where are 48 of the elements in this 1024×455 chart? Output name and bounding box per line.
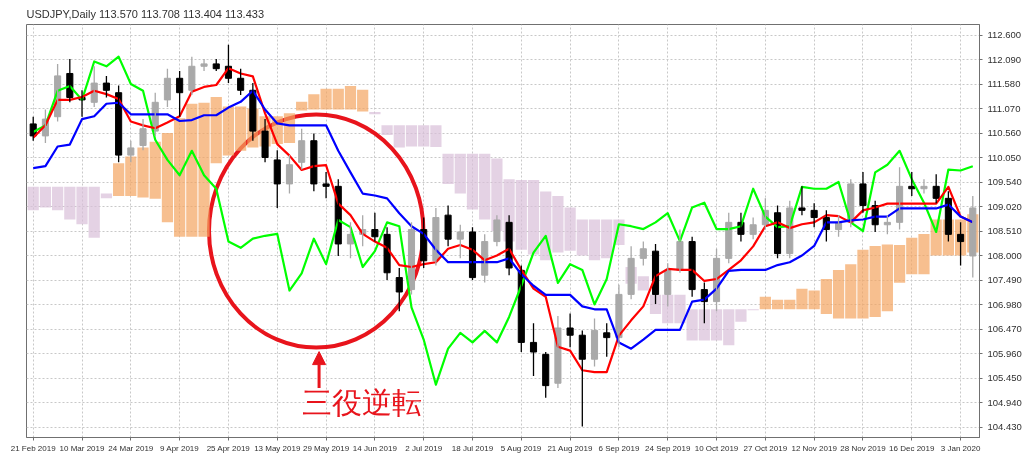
candlestick	[603, 322, 611, 358]
x-tick-label: 9 Apr 2019	[160, 443, 200, 453]
x-tick-label: 3 Jan 2020	[940, 443, 981, 453]
y-tick-label: 110.560	[987, 127, 1022, 139]
y-tick-label: 110.050	[987, 151, 1022, 163]
y-tick-label: 108.510	[987, 225, 1022, 237]
x-tick-label: 27 Oct 2019	[743, 443, 788, 453]
x-tick-label: 28 Nov 2019	[840, 443, 887, 453]
x-tick-label: 24 Sep 2019	[645, 443, 691, 453]
y-tick-label: 105.960	[987, 347, 1022, 359]
y-tick-label: 109.020	[987, 200, 1022, 212]
x-tick-label: 21 Aug 2019	[547, 443, 593, 453]
candlestick	[810, 202, 818, 228]
candlestick	[322, 171, 330, 199]
candlestick	[932, 173, 940, 204]
x-tick-label: 13 May 2019	[254, 443, 301, 453]
candlestick	[102, 75, 110, 99]
candlestick	[798, 185, 806, 216]
y-tick-label: 104.430	[987, 421, 1022, 433]
y-tick-label: 106.470	[987, 323, 1022, 335]
y-tick-label: 104.940	[987, 396, 1022, 408]
y-tick-label: 107.490	[987, 274, 1022, 286]
y-tick-label: 109.540	[987, 176, 1022, 188]
annotation: 三役逆転	[301, 384, 422, 420]
x-tick-label: 29 May 2019	[302, 443, 350, 453]
x-tick-label: 18 Jul 2019	[451, 443, 494, 453]
x-tick-label: 6 Sep 2019	[598, 443, 640, 453]
candlestick	[456, 224, 464, 260]
x-tick-label: 25 Apr 2019	[206, 443, 251, 453]
x-tick-label: 10 Oct 2019	[694, 443, 739, 453]
y-tick-label: 112.090	[987, 53, 1022, 65]
y-tick-label: 108.000	[987, 249, 1022, 261]
candlestick	[200, 58, 208, 72]
y-tick-label: 111.070	[987, 102, 1021, 114]
x-tick-label: 5 Aug 2019	[500, 443, 542, 453]
x-tick-label: 24 Mar 2019	[108, 443, 154, 453]
y-tick-label: 111.580	[987, 78, 1021, 90]
x-tick-label: 10 Mar 2019	[59, 443, 106, 453]
x-tick-label: 2 Jul 2019	[405, 443, 443, 453]
x-tick-label: 14 Jun 2019	[352, 443, 398, 453]
y-tick-label: 112.600	[987, 29, 1022, 41]
y-tick-label: 105.450	[987, 372, 1022, 384]
candlestick	[188, 56, 196, 96]
y-tick-label: 106.980	[987, 298, 1022, 310]
chart-title: USDJPY,Daily 113.570 113.708 113.404 113.433	[26, 7, 264, 20]
x-tick-label: 21 Feb 2019	[10, 443, 57, 453]
x-tick-label: 12 Nov 2019	[791, 443, 838, 453]
x-tick-label: 16 Dec 2019	[889, 443, 936, 453]
